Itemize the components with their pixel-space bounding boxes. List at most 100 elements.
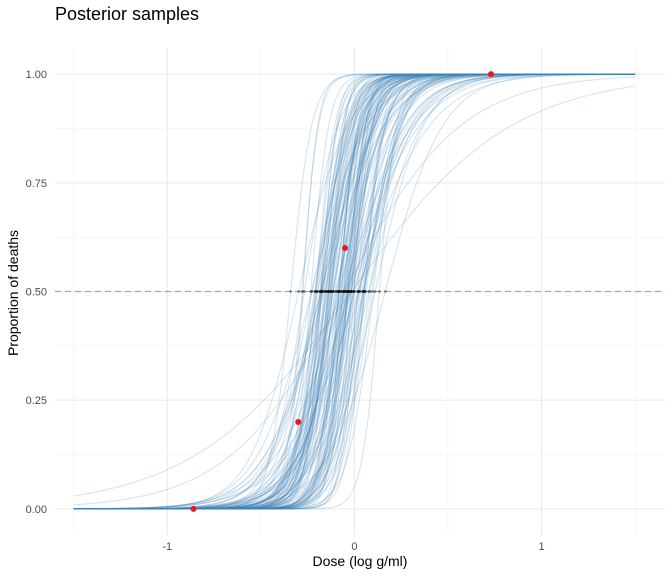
posterior-curve bbox=[73, 73, 636, 510]
posterior-curve bbox=[73, 73, 636, 510]
ld50-marker bbox=[352, 290, 356, 293]
posterior-curve bbox=[73, 73, 636, 510]
posterior-curve bbox=[73, 73, 636, 510]
posterior-curve bbox=[73, 73, 636, 510]
ld50-marker bbox=[362, 290, 365, 293]
posterior-curve bbox=[73, 73, 636, 510]
observed-point bbox=[342, 245, 349, 252]
ld50-marker bbox=[333, 290, 337, 293]
posterior-curve bbox=[73, 73, 636, 510]
ld50-marker bbox=[356, 290, 360, 293]
posterior-curve bbox=[73, 73, 636, 510]
posterior-curve bbox=[73, 73, 636, 510]
posterior-curve bbox=[73, 73, 636, 510]
posterior-curve bbox=[73, 73, 636, 510]
ld50-marker bbox=[373, 290, 377, 293]
posterior-curve bbox=[73, 73, 636, 510]
posterior-curve bbox=[73, 73, 636, 510]
posterior-curve bbox=[73, 73, 636, 510]
posterior-curve bbox=[73, 73, 636, 510]
ld50-marker bbox=[328, 290, 332, 293]
posterior-curve bbox=[73, 73, 636, 510]
posterior-curve bbox=[73, 73, 636, 510]
ld50-marker bbox=[327, 290, 331, 293]
ld50-marker bbox=[338, 290, 341, 293]
posterior-curve bbox=[73, 73, 636, 510]
ld50-marker bbox=[314, 290, 318, 293]
posterior-curve bbox=[73, 73, 636, 510]
ld50-marker bbox=[371, 290, 375, 293]
x-tick-label: 0 bbox=[351, 541, 357, 553]
posterior-curve bbox=[73, 73, 636, 510]
posterior-curve bbox=[73, 73, 636, 510]
ld50-marker bbox=[352, 290, 355, 293]
posterior-curve bbox=[73, 73, 636, 510]
posterior-curve bbox=[73, 73, 636, 510]
ld50-marker bbox=[329, 290, 332, 293]
ld50-marker bbox=[324, 290, 328, 293]
y-tick-label: 0.25 bbox=[26, 395, 47, 407]
posterior-curve bbox=[73, 73, 636, 510]
ld50-marker bbox=[313, 290, 317, 293]
ld50-marker bbox=[326, 290, 330, 293]
observed-point bbox=[295, 418, 302, 425]
posterior-curve bbox=[73, 73, 636, 510]
ld50-marker bbox=[323, 290, 327, 293]
posterior-curve bbox=[73, 73, 636, 510]
ld50-marker bbox=[361, 290, 365, 293]
ld50-marker bbox=[313, 290, 317, 293]
ld50-marker bbox=[302, 290, 306, 293]
ld50-marker bbox=[357, 290, 361, 293]
posterior-curve bbox=[73, 73, 636, 510]
ld50-marker bbox=[297, 290, 301, 293]
ld50-marker bbox=[329, 290, 333, 293]
posterior-curve bbox=[73, 73, 636, 510]
ld50-marker bbox=[349, 290, 353, 293]
ld50-marker bbox=[346, 290, 350, 293]
posterior-curve bbox=[73, 73, 636, 510]
posterior-curve bbox=[73, 73, 636, 510]
ld50-marker bbox=[318, 290, 322, 293]
ld50-marker bbox=[314, 290, 318, 293]
posterior-curve bbox=[73, 73, 636, 510]
posterior-curve bbox=[73, 73, 636, 510]
ld50-marker bbox=[320, 290, 324, 293]
posterior-curve bbox=[73, 85, 636, 497]
posterior-curve bbox=[73, 73, 636, 510]
posterior-curve bbox=[73, 73, 636, 510]
posterior-curves bbox=[73, 73, 636, 510]
ld50-marker bbox=[361, 290, 365, 293]
posterior-curve bbox=[73, 73, 636, 510]
posterior-curve bbox=[73, 73, 636, 510]
ld50-marker bbox=[367, 290, 371, 293]
ld50-marker bbox=[356, 290, 360, 293]
ld50-marker bbox=[342, 290, 346, 293]
posterior-curve bbox=[73, 73, 636, 510]
ld50-marker bbox=[325, 290, 328, 293]
ld50-marker bbox=[337, 290, 340, 293]
ld50-marker bbox=[343, 290, 347, 293]
ld50-marker bbox=[320, 290, 323, 293]
posterior-curve bbox=[73, 73, 636, 510]
ld50-markers bbox=[289, 290, 387, 293]
x-tick-label: -1 bbox=[162, 541, 172, 553]
ld50-marker bbox=[337, 290, 341, 293]
posterior-curve bbox=[73, 73, 636, 510]
ld50-marker bbox=[342, 290, 346, 293]
ld50-marker bbox=[325, 290, 328, 293]
posterior-curve bbox=[73, 73, 636, 510]
ld50-marker bbox=[319, 290, 323, 293]
posterior-curve bbox=[73, 73, 636, 510]
observed-points bbox=[190, 71, 494, 512]
posterior-curve bbox=[73, 73, 636, 510]
x-axis-label: Dose (log g/ml) bbox=[313, 553, 408, 569]
ld50-marker bbox=[349, 290, 352, 293]
posterior-curve bbox=[73, 73, 636, 510]
ld50-marker bbox=[341, 290, 345, 293]
posterior-curve bbox=[73, 73, 636, 510]
y-axis-label: Proportion of deaths bbox=[5, 230, 21, 356]
observed-point bbox=[487, 71, 494, 78]
ld50-marker bbox=[337, 290, 341, 293]
posterior-curve bbox=[73, 73, 636, 510]
